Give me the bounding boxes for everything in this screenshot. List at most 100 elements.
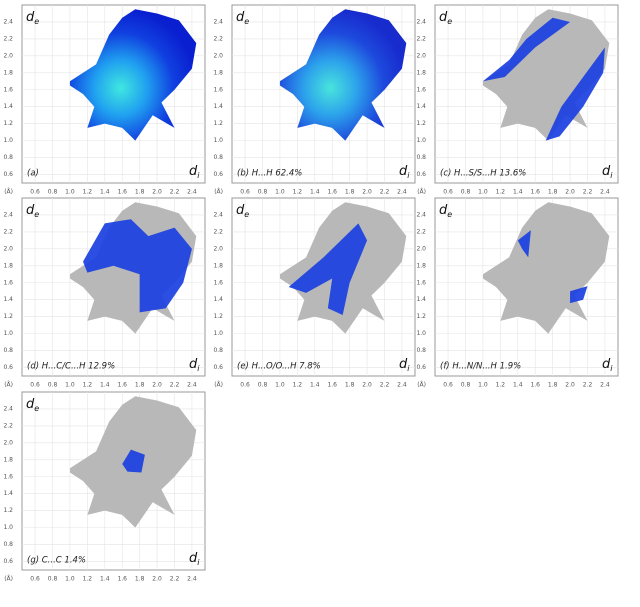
y-axis-label-sub: e	[34, 404, 39, 413]
fingerprint-region	[482, 202, 610, 334]
x-tick-label: 1.8	[135, 576, 145, 583]
y-axis-label-sub: e	[447, 17, 452, 26]
y-tick-label: 2.2	[416, 35, 426, 42]
x-tick-label: 0.8	[48, 189, 58, 196]
x-tick-label: 0.6	[30, 576, 40, 583]
panel-label: (e) H...O/O...H 7.8%	[237, 362, 321, 372]
y-tick-label: 2.4	[416, 211, 426, 218]
y-tick-label: 1.0	[213, 330, 223, 337]
x-tick-label: 2.0	[362, 189, 372, 196]
y-axis-label: de	[439, 10, 452, 26]
y-tick-label: 0.6	[213, 171, 223, 178]
x-tick-label: 0.8	[48, 576, 58, 583]
x-tick-label: 2.2	[170, 189, 180, 196]
fingerprint-region	[482, 9, 610, 141]
y-tick-label: 1.0	[3, 137, 13, 144]
y-tick-label: 0.6	[3, 558, 13, 565]
x-axis-label-sub: i	[610, 171, 613, 180]
y-axis-label: de	[26, 203, 39, 219]
y-tick-label: 2.2	[213, 35, 223, 42]
x-axis-label: di	[189, 164, 200, 180]
x-unit: (Å)	[4, 576, 13, 583]
x-axis-label-main: d	[602, 164, 611, 179]
x-tick-label: 0.6	[443, 382, 453, 389]
y-tick-label: 1.2	[3, 313, 13, 320]
y-tick-label: 1.8	[416, 262, 426, 269]
x-tick-label: 2.0	[565, 189, 575, 196]
y-tick-label: 2.4	[3, 211, 13, 218]
x-tick-label: 1.6	[117, 189, 127, 196]
x-axis-label-main: d	[602, 357, 611, 372]
panel-label: (f) H...N/N...H 1.9%	[440, 362, 521, 372]
y-tick-label: 2.4	[3, 18, 13, 25]
x-axis-label-main: d	[189, 357, 198, 372]
x-axis-label-main: d	[399, 357, 408, 372]
x-tick-label: 1.6	[327, 189, 337, 196]
x-tick-label: 2.4	[397, 382, 407, 389]
x-tick-label: 1.6	[117, 382, 127, 389]
x-tick-label: 1.4	[513, 189, 523, 196]
y-axis-label: de	[236, 203, 249, 219]
panel-label: (d) H...C/C...H 12.9%	[27, 362, 115, 372]
x-tick-label: 2.4	[397, 189, 407, 196]
fingerprint-panel: 0.6 0.8 1.0 1.2 1.4 1.6 1.8 2.0 2.2 2.4 0.6 0.8 1.0 1…	[3, 197, 206, 389]
fingerprint-panel: 0.6 0.8 1.0 1.2 1.4 1.6 1.8 2.0 2.2 2.4 0.6 0.8 1.0 1…	[416, 197, 619, 389]
panel-label: (a)	[27, 169, 39, 179]
x-tick-label: 2.0	[152, 576, 162, 583]
fingerprint-panel: 0.6 0.8 1.0 1.2 1.4 1.6 1.8 2.0 2.2 2.4 0.6 0.8 1.0 1…	[3, 391, 206, 583]
y-axis-label: de	[439, 203, 452, 219]
y-tick-label: 0.6	[416, 171, 426, 178]
x-tick-label: 2.2	[380, 189, 390, 196]
x-tick-label: 1.0	[65, 189, 75, 196]
x-axis-label-sub: i	[197, 171, 200, 180]
y-tick-label: 2.2	[3, 35, 13, 42]
y-tick-label: 1.2	[416, 120, 426, 127]
y-tick-label: 2.4	[213, 211, 223, 218]
x-unit: (Å)	[4, 382, 13, 389]
x-axis-label: di	[189, 357, 200, 373]
x-tick-label: 1.0	[478, 189, 488, 196]
x-tick-label: 0.6	[30, 382, 40, 389]
x-tick-label: 1.0	[275, 189, 285, 196]
y-tick-label: 1.4	[3, 103, 13, 110]
fingerprint-panel: 0.6 0.8 1.0 1.2 1.4 1.6 1.8 2.0 2.2 2.4 0.6 0.8 1.0 1…	[3, 4, 206, 196]
x-tick-label: 1.6	[530, 382, 540, 389]
x-tick-label: 2.4	[187, 189, 197, 196]
x-tick-label: 0.6	[443, 189, 453, 196]
y-tick-label: 1.0	[213, 137, 223, 144]
y-tick-label: 1.6	[3, 86, 13, 93]
y-tick-label: 2.0	[213, 52, 223, 59]
x-tick-label: 0.8	[48, 382, 58, 389]
y-tick-label: 1.8	[416, 69, 426, 76]
x-unit: (Å)	[4, 189, 13, 196]
x-unit: (Å)	[214, 382, 223, 389]
y-tick-label: 0.8	[213, 154, 223, 161]
x-axis-label-main: d	[189, 551, 198, 566]
y-tick-label: 2.0	[3, 439, 13, 446]
x-axis-label-sub: i	[610, 364, 613, 373]
x-tick-label: 1.2	[293, 382, 303, 389]
y-tick-label: 1.6	[416, 86, 426, 93]
x-tick-label: 0.8	[258, 189, 268, 196]
y-tick-label: 1.8	[3, 456, 13, 463]
x-tick-label: 1.6	[117, 576, 127, 583]
y-tick-label: 2.2	[213, 228, 223, 235]
y-axis-label-main: d	[26, 203, 35, 218]
x-tick-label: 1.8	[135, 382, 145, 389]
x-axis-label-main: d	[399, 164, 408, 179]
x-tick-label: 1.8	[345, 382, 355, 389]
y-tick-label: 0.6	[3, 171, 13, 178]
x-tick-label: 1.4	[100, 382, 110, 389]
x-tick-label: 1.2	[496, 382, 506, 389]
x-axis-label-main: d	[189, 164, 198, 179]
contact-region	[545, 47, 605, 141]
x-tick-label: 1.4	[100, 189, 110, 196]
x-axis-label-sub: i	[197, 364, 200, 373]
y-tick-label: 0.6	[416, 364, 426, 371]
y-tick-label: 0.8	[213, 347, 223, 354]
y-tick-label: 1.4	[416, 103, 426, 110]
x-tick-label: 1.4	[310, 189, 320, 196]
y-tick-label: 1.2	[213, 313, 223, 320]
y-tick-label: 2.0	[3, 52, 13, 59]
y-tick-label: 1.2	[416, 313, 426, 320]
